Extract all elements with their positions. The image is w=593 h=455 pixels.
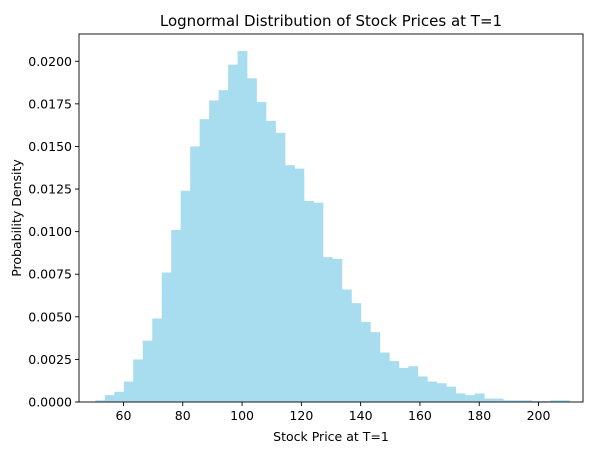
histogram-bar [218, 90, 229, 402]
histogram-bar [398, 367, 409, 402]
y-tick-label: 0.0000 [28, 395, 72, 410]
histogram-bar [256, 102, 267, 403]
histogram-bar [228, 64, 238, 403]
y-axis-label: Probability Density [9, 159, 24, 277]
histogram-bar [360, 321, 371, 402]
x-tick-label: 160 [408, 408, 432, 423]
y-axis-ticks: 0.0000 0.0025 0.0050 0.0075 0.0100 0.0125 0.01… [28, 54, 79, 410]
y-tick-label: 0.0125 [28, 182, 72, 197]
y-tick-label: 0.0175 [28, 96, 72, 111]
histogram-bar [266, 120, 276, 402]
x-tick-label: 60 [116, 408, 132, 423]
x-tick-label: 100 [230, 408, 254, 423]
histogram-bar [322, 257, 333, 402]
y-tick-label: 0.0050 [28, 309, 72, 324]
histogram-bar [455, 393, 466, 402]
chart-title: Lognormal Distribution of Stock Prices a… [160, 12, 502, 30]
histogram-bar [199, 119, 210, 403]
histogram-bar [190, 146, 200, 402]
histogram-bar [123, 381, 134, 402]
y-tick-label: 0.0025 [28, 352, 72, 367]
histogram-bar [114, 391, 125, 402]
x-tick-label: 80 [175, 408, 191, 423]
histogram-bar [332, 258, 343, 402]
histogram-bar [209, 100, 219, 402]
histogram-bar [379, 352, 390, 402]
x-tick-label: 180 [467, 408, 491, 423]
x-tick-label: 120 [289, 408, 313, 423]
histogram-bar [180, 190, 191, 402]
histogram-bar [446, 386, 457, 402]
histogram-bar [285, 165, 295, 402]
y-tick-label: 0.0100 [28, 224, 72, 239]
histogram-bar [522, 400, 533, 402]
histogram-bar [417, 376, 428, 402]
histogram-bar [275, 132, 286, 402]
histogram-bar [493, 398, 504, 402]
histogram-bar [474, 393, 485, 402]
histogram-bar [436, 383, 447, 402]
histogram-bar [465, 395, 476, 402]
histogram-bar [171, 229, 181, 402]
histogram-bar [247, 78, 257, 402]
histogram-bar [142, 340, 153, 402]
histogram-bar [408, 366, 419, 402]
histogram-bar [560, 400, 570, 402]
histogram-bar [152, 318, 163, 402]
histogram-bar [503, 400, 514, 402]
histogram-bar [161, 272, 172, 402]
histogram-bar [389, 361, 400, 402]
histogram-bar [484, 398, 495, 402]
y-tick-label: 0.0200 [28, 54, 72, 69]
histogram-bar [427, 381, 438, 402]
histogram-bar [313, 202, 324, 402]
x-tick-label: 140 [349, 408, 373, 423]
histogram-bar [512, 400, 523, 402]
y-tick-label: 0.0075 [28, 267, 72, 282]
histogram-bars [95, 51, 570, 403]
plot-frame [78, 33, 584, 403]
histogram-bar [341, 289, 352, 402]
x-axis-label: Stock Price at T=1 [273, 429, 389, 444]
histogram-bar [95, 400, 106, 402]
histogram-bar [550, 400, 561, 402]
histogram-bar [104, 395, 115, 402]
histogram-bar [370, 332, 381, 402]
histogram-bar [304, 200, 314, 402]
x-tick-label: 200 [527, 408, 551, 423]
y-tick-label: 0.0150 [28, 139, 72, 154]
x-axis-ticks: 60 80 100 120 140 160 180 200 [116, 402, 551, 423]
histogram-bar [237, 51, 248, 402]
histogram-bar [351, 303, 362, 402]
histogram-bar [294, 168, 305, 402]
histogram-bar [133, 359, 144, 402]
